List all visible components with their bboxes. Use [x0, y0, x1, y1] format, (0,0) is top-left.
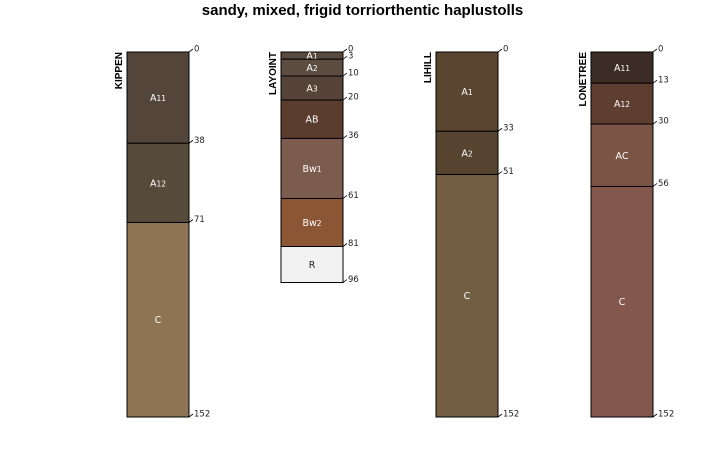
horizon-label: AC: [616, 151, 629, 162]
depth-label: 38: [194, 136, 205, 146]
depth-label: 10: [348, 69, 359, 79]
horizon-label: C: [155, 315, 162, 326]
depth-tick: [497, 48, 503, 53]
depth-label: 71: [194, 215, 205, 225]
horizon-block: [280, 137, 344, 199]
depth-tick: [342, 96, 348, 101]
horizon-block: [590, 51, 654, 84]
depth-tick: [342, 48, 348, 53]
depth-label: 51: [503, 167, 514, 177]
horizon-label: A11: [614, 63, 630, 74]
depth-label: 0: [658, 45, 663, 55]
depth-tick: [342, 243, 348, 247]
horizon-block: [280, 246, 344, 284]
horizon-label: A2: [306, 63, 318, 74]
horizon-label: A2: [461, 148, 473, 159]
horizon-label: Bw2: [302, 218, 321, 229]
soil-profile-kippen: KIPPEN A11 A12 C 0 38 71 152: [114, 45, 210, 420]
depth-tick: [497, 413, 503, 418]
depth-label: 3: [348, 52, 353, 62]
horizon-label: Bw1: [302, 164, 321, 175]
depth-label: 81: [348, 239, 359, 249]
profile-name: LIHILL: [423, 52, 434, 83]
depth-tick: [188, 413, 194, 418]
depth-label: 61: [348, 191, 359, 201]
figure-title: sandy, mixed, frigid torriorthentic hapl…: [201, 2, 524, 19]
profile-name: KIPPEN: [114, 52, 125, 89]
depth-label: 152: [503, 410, 519, 420]
depth-tick: [342, 135, 348, 139]
horizon-label: A1: [461, 87, 473, 98]
soil-profile-lonetree: LONETREE A11 A12 AC C 0 13 30 56 152: [578, 45, 674, 420]
depth-tick: [652, 120, 658, 125]
depth-tick: [188, 219, 194, 223]
depth-tick: [342, 55, 348, 60]
soil-profile-lihill: LIHILL A1 A2 C 0 33 51 152: [423, 45, 519, 420]
depth-tick: [188, 48, 194, 53]
horizon-label: AB: [305, 115, 318, 126]
horizon-label: C: [619, 297, 626, 308]
depth-tick: [188, 139, 194, 144]
horizon-label: C: [464, 291, 471, 302]
profile-name: LAYOINT: [268, 52, 279, 95]
profile-name: LONETREE: [578, 52, 589, 107]
depth-label: 36: [348, 131, 359, 141]
depth-tick: [497, 127, 503, 132]
depth-label: 152: [658, 410, 674, 420]
depth-tick: [652, 413, 658, 418]
horizon-label: A11: [150, 93, 166, 104]
depth-tick: [652, 79, 658, 84]
horizon-label: A12: [614, 99, 630, 110]
horizon-block: [280, 197, 344, 248]
horizon-block: [126, 221, 190, 418]
depth-label: 56: [658, 179, 669, 189]
horizon-label: R: [309, 260, 316, 271]
horizon-block: [435, 173, 499, 418]
depth-tick: [342, 279, 348, 283]
depth-label: 33: [503, 124, 514, 134]
depth-tick: [652, 48, 658, 53]
depth-tick: [497, 171, 503, 175]
depth-label: 13: [658, 76, 669, 86]
depth-label: 96: [348, 275, 359, 285]
depth-label: 0: [348, 45, 353, 55]
horizon-label: A3: [306, 84, 318, 95]
depth-tick: [652, 183, 658, 187]
depth-tick: [342, 72, 348, 77]
horizon-block: [590, 123, 654, 187]
depth-label: 152: [194, 410, 210, 420]
depth-label: 0: [503, 45, 508, 55]
horizon-block: [280, 99, 344, 139]
horizon-block: [435, 51, 499, 132]
horizon-label: A1: [306, 51, 318, 62]
depth-label: 0: [194, 45, 199, 55]
depth-tick: [342, 195, 348, 199]
horizon-block: [126, 51, 190, 144]
depth-label: 30: [658, 117, 669, 127]
horizon-block: [590, 82, 654, 125]
horizon-block: [590, 185, 654, 418]
horizon-label: A12: [150, 178, 166, 189]
depth-label: 20: [348, 93, 359, 103]
